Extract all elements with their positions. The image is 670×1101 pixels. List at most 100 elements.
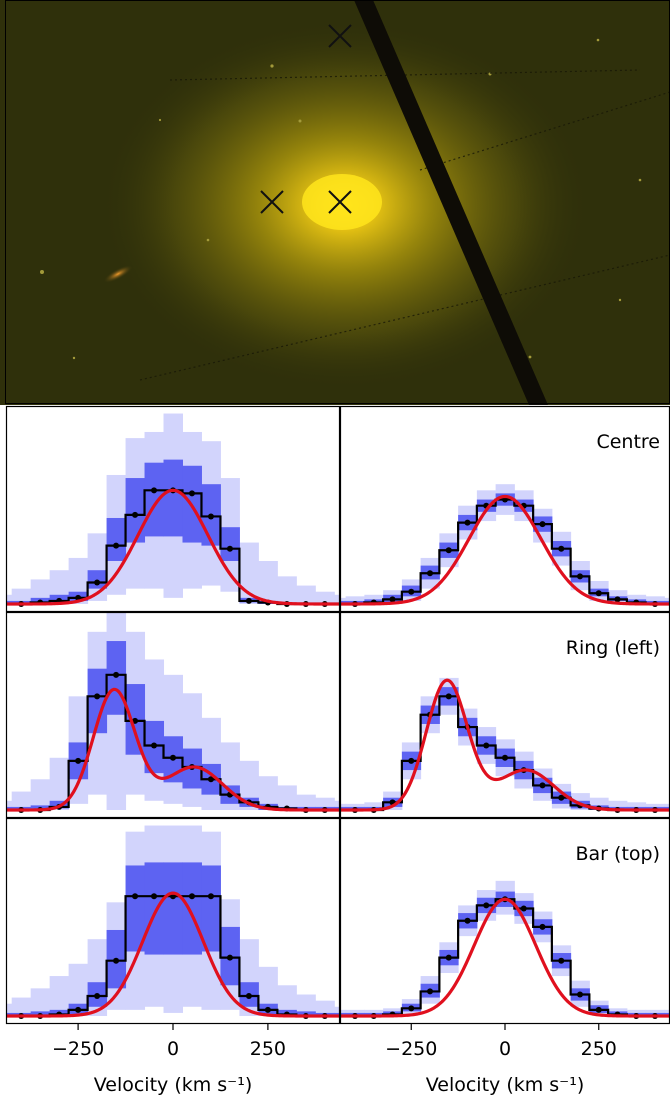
panel-frame	[5, 611, 341, 819]
outer-band-bin	[125, 631, 146, 795]
histogram-point	[151, 487, 158, 494]
histogram-point	[264, 599, 271, 606]
histogram-point	[207, 776, 214, 783]
histogram-point	[321, 1013, 328, 1019]
histogram-point	[341, 1013, 347, 1019]
inner-band-bin	[514, 499, 534, 512]
inner-band-bin	[277, 806, 297, 810]
histogram-point	[652, 1013, 658, 1019]
inner-band-bin	[533, 777, 553, 794]
inner-band-bin	[533, 919, 553, 935]
inner-band-bin	[401, 585, 422, 597]
histogram-step	[6, 895, 340, 1018]
histogram-point	[595, 1006, 602, 1013]
inner-band-bin	[458, 717, 478, 737]
histogram-point	[170, 754, 176, 761]
galaxy-image	[0, 0, 670, 405]
histogram-point	[539, 782, 546, 789]
inner-band-bin	[315, 806, 335, 810]
inner-band-bin	[495, 748, 515, 767]
x-axis-label: Velocity (km s⁻¹)	[426, 1074, 585, 1096]
histogram-point	[370, 807, 377, 813]
histogram-point	[614, 807, 621, 813]
histogram-point	[333, 807, 339, 813]
inner-band-bin	[608, 1011, 628, 1016]
outer-band-bin	[315, 1000, 335, 1016]
inner-band-bin	[6, 600, 13, 604]
outer-band-bin	[514, 751, 534, 789]
inner-band-bin	[340, 600, 347, 604]
outer-band-bin	[570, 793, 590, 810]
inner-band-bin	[239, 597, 259, 603]
outer-band-bin	[608, 590, 628, 604]
inner-band-bin	[383, 1011, 403, 1016]
inner-band-bin	[589, 805, 609, 810]
outer-band-bin	[220, 478, 240, 592]
marker-bar-top	[328, 24, 352, 48]
outer-band-bin	[258, 776, 278, 810]
inner-band-bin	[277, 602, 297, 604]
inner-band-bin	[458, 913, 478, 929]
inner-band-bin	[570, 800, 590, 809]
histogram-point	[408, 757, 415, 764]
histogram-point	[283, 601, 290, 607]
histogram-point	[302, 1013, 309, 1019]
histogram-point	[595, 805, 602, 812]
histogram-point	[389, 799, 396, 806]
x-tick-label: 250	[581, 1038, 617, 1060]
inner-band-bin	[296, 1011, 316, 1016]
inner-band-bin	[163, 862, 183, 955]
outer-band-bin	[608, 800, 628, 810]
outer-band-bin	[345, 1009, 365, 1016]
outer-band-bin	[340, 1009, 347, 1016]
outer-band-bin	[163, 413, 183, 598]
histogram-point	[18, 807, 25, 813]
inner-band-bin	[664, 1012, 670, 1016]
outer-band-bin	[220, 899, 240, 1010]
inner-band-bin	[106, 517, 127, 561]
histogram-point	[226, 545, 233, 552]
inner-band-bin	[495, 493, 515, 506]
inner-band-bin	[626, 599, 647, 604]
panel-r2-c0	[6, 818, 347, 1024]
panel-r1-c0	[6, 612, 340, 818]
outer-band-bin	[315, 591, 335, 604]
outer-band-bin	[345, 803, 365, 810]
inner-band-bin	[315, 1012, 335, 1016]
histogram-point	[464, 724, 471, 731]
inner-band-bin	[645, 600, 665, 604]
outer-band-bin	[383, 590, 403, 604]
galaxy-core	[302, 174, 382, 230]
outer-band-bin	[144, 659, 165, 801]
histogram-point	[321, 601, 328, 607]
outer-band-bin	[315, 797, 335, 810]
outer-band-bin	[334, 800, 340, 810]
inner-band-bin	[626, 806, 647, 810]
histogram-point	[539, 923, 546, 930]
histogram-point	[113, 542, 120, 549]
inner-band-bin	[125, 684, 146, 755]
histogram-point	[558, 545, 565, 552]
inner-band-bin	[87, 982, 108, 1007]
histogram-point	[151, 893, 158, 900]
histogram-point	[389, 596, 396, 603]
histogram-point	[502, 754, 508, 761]
outer-band-bin	[258, 560, 278, 604]
inner-band-bin	[589, 1005, 609, 1013]
histogram-point	[633, 1013, 640, 1019]
outer-band-bin	[296, 994, 316, 1016]
outer-band-bin	[106, 612, 127, 810]
inner-band-bin	[551, 953, 572, 969]
histogram-step	[340, 498, 670, 606]
outer-band-bin	[401, 579, 422, 601]
inner-band-bin	[439, 542, 459, 558]
inner-band-bin	[664, 600, 670, 604]
inner-band-bin	[258, 600, 278, 604]
outer-band-bin	[239, 542, 259, 604]
outer-band-bin	[201, 717, 221, 810]
histogram-point	[633, 807, 640, 813]
outer-band-bin	[201, 441, 221, 586]
outer-band-bin	[476, 890, 497, 921]
model-curve	[340, 678, 670, 812]
outer-band-bin	[30, 988, 51, 1016]
